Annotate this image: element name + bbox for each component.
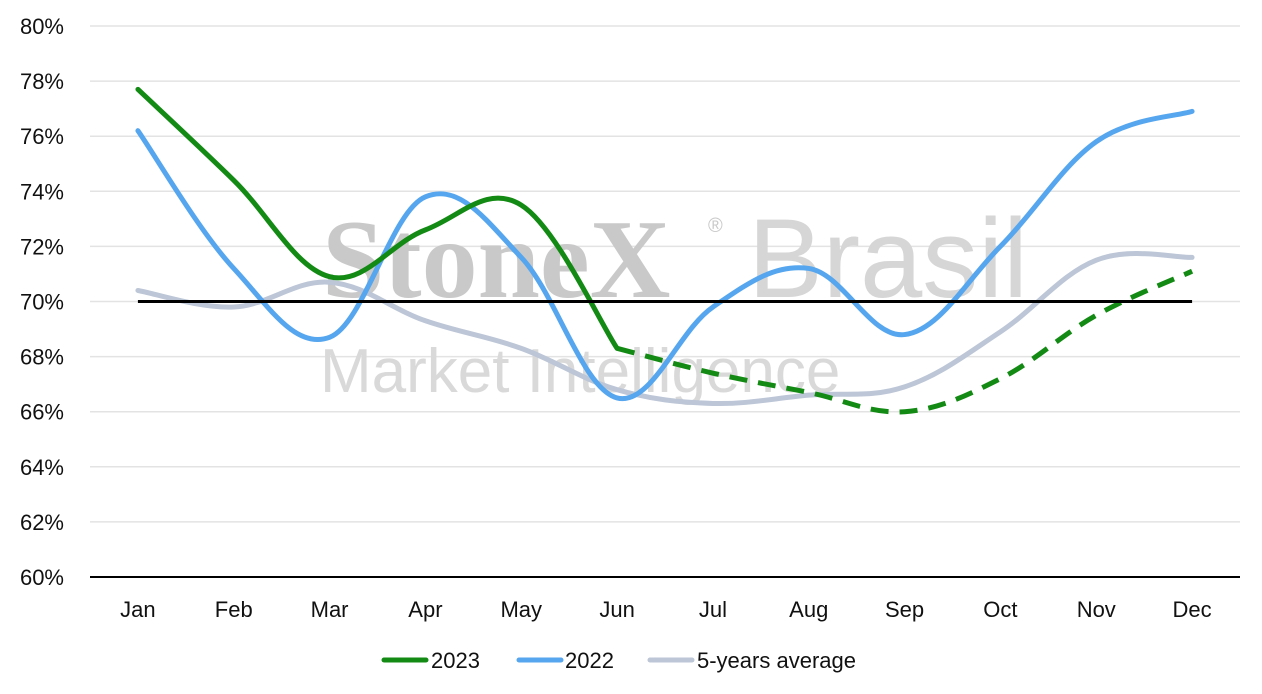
y-tick-label: 74% bbox=[20, 179, 64, 204]
y-tick-label: 68% bbox=[20, 345, 64, 370]
legend-label: 5-years average bbox=[697, 648, 856, 673]
x-tick-label: Feb bbox=[215, 597, 253, 622]
y-tick-label: 72% bbox=[20, 234, 64, 259]
legend-label: 2023 bbox=[431, 648, 480, 673]
y-tick-label: 80% bbox=[20, 14, 64, 39]
legend-item: 2023 bbox=[381, 648, 480, 673]
y-tick-label: 60% bbox=[20, 565, 64, 590]
x-tick-label: Sep bbox=[885, 597, 924, 622]
x-tick-label: Jun bbox=[599, 597, 634, 622]
x-tick-label: Jul bbox=[699, 597, 727, 622]
watermark-subtitle-text: Market Intelligence bbox=[320, 337, 840, 406]
series-2022 bbox=[135, 108, 1195, 402]
x-tick-label: Jan bbox=[120, 597, 155, 622]
x-tick-label: Apr bbox=[408, 597, 442, 622]
y-tick-label: 76% bbox=[20, 124, 64, 149]
x-tick-label: Dec bbox=[1173, 597, 1212, 622]
y-tick-label: 66% bbox=[20, 400, 64, 425]
legend-item: 2022 bbox=[516, 648, 614, 673]
x-tick-label: May bbox=[500, 597, 542, 622]
y-tick-label: 70% bbox=[20, 290, 64, 315]
series-line bbox=[135, 251, 1195, 407]
series-line bbox=[135, 108, 1195, 402]
legend-item: 5-years average bbox=[647, 648, 856, 673]
series-5-years-average bbox=[135, 251, 1195, 407]
x-tick-label: Oct bbox=[983, 597, 1017, 622]
watermark-stonex-text: StoneX bbox=[322, 198, 670, 322]
x-tick-label: Mar bbox=[311, 597, 349, 622]
legend: 2023 2022 5-years average bbox=[381, 648, 856, 673]
series-lines bbox=[135, 86, 1195, 415]
axes: 60% 62% 64% 66% 68% 70% 72% 74% 76% 78% 80% Jan Feb M… bbox=[20, 14, 1240, 622]
legend-label: 2022 bbox=[565, 648, 614, 673]
y-tick-label: 64% bbox=[20, 455, 64, 480]
series-line-solid bbox=[135, 86, 620, 351]
series-2023 bbox=[135, 86, 1194, 415]
watermark-registered-mark: ® bbox=[708, 215, 723, 237]
y-tick-label: 62% bbox=[20, 510, 64, 535]
x-tick-label: Nov bbox=[1077, 597, 1116, 622]
series-line-projection bbox=[616, 268, 1194, 415]
y-tick-label: 78% bbox=[20, 69, 64, 94]
x-tick-label: Aug bbox=[789, 597, 828, 622]
